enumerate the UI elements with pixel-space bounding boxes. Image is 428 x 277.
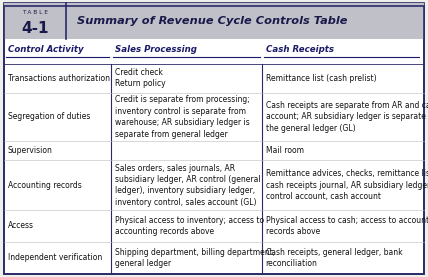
- Text: Segregation of duties: Segregation of duties: [8, 112, 90, 122]
- Text: Cash receipts, general ledger, bank
reconciliation: Cash receipts, general ledger, bank reco…: [266, 248, 402, 268]
- FancyBboxPatch shape: [4, 3, 424, 39]
- Text: Credit is separate from processing;
inventory control is separate from
warehouse: Credit is separate from processing; inve…: [115, 95, 250, 139]
- Text: Cash Receipts: Cash Receipts: [266, 45, 334, 54]
- Text: Independent verification: Independent verification: [8, 253, 102, 262]
- Text: Transactions authorization: Transactions authorization: [8, 74, 110, 83]
- Text: Sales Processing: Sales Processing: [115, 45, 196, 54]
- Text: Physical access to cash; access to accounting
records above: Physical access to cash; access to accou…: [266, 216, 428, 236]
- Text: Accounting records: Accounting records: [8, 181, 81, 190]
- Text: Shipping department, billing department,
general ledger: Shipping department, billing department,…: [115, 248, 275, 268]
- Text: Summary of Revenue Cycle Controls Table: Summary of Revenue Cycle Controls Table: [77, 16, 348, 26]
- Text: Remittance list (cash prelist): Remittance list (cash prelist): [266, 74, 376, 83]
- Text: Sales orders, sales journals, AR
subsidiary ledger, AR control (general
ledger),: Sales orders, sales journals, AR subsidi…: [115, 164, 260, 207]
- Text: Remittance advices, checks, remittance list,
cash receipts journal, AR subsidiar: Remittance advices, checks, remittance l…: [266, 169, 428, 201]
- Text: Control Activity: Control Activity: [8, 45, 83, 54]
- Text: T A B L E: T A B L E: [22, 10, 48, 15]
- Text: 4-1: 4-1: [21, 21, 49, 36]
- FancyBboxPatch shape: [4, 3, 424, 274]
- Text: Credit check
Return policy: Credit check Return policy: [115, 68, 165, 88]
- Text: Mail room: Mail room: [266, 146, 303, 155]
- Text: Access: Access: [8, 222, 34, 230]
- Text: Physical access to inventory; access to
accounting records above: Physical access to inventory; access to …: [115, 216, 264, 236]
- Text: Supervision: Supervision: [8, 146, 53, 155]
- Text: Cash receipts are separate from AR and cash
account; AR subsidiary ledger is sep: Cash receipts are separate from AR and c…: [266, 101, 428, 133]
